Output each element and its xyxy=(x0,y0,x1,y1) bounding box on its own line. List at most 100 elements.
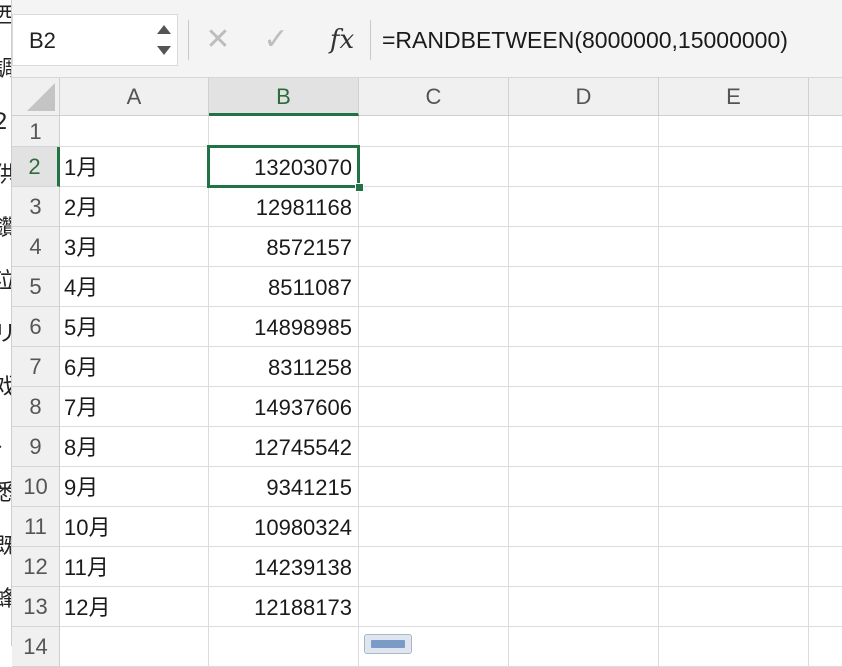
cell-month[interactable]: 3月 xyxy=(60,227,209,267)
cell-empty[interactable] xyxy=(359,116,509,147)
cell-value[interactable]: 8572157 xyxy=(209,227,359,267)
cell-empty[interactable] xyxy=(509,627,659,667)
cell-empty[interactable] xyxy=(659,467,809,507)
cell-empty[interactable] xyxy=(509,227,659,267)
cell-month[interactable]: 9月 xyxy=(60,467,209,507)
cell-empty[interactable] xyxy=(509,467,659,507)
cell-empty[interactable] xyxy=(809,627,842,667)
cell-empty[interactable] xyxy=(659,507,809,547)
cell-empty[interactable] xyxy=(659,427,809,467)
column-header-b[interactable]: B xyxy=(209,78,359,116)
cell-value[interactable] xyxy=(209,627,359,667)
cell-empty[interactable] xyxy=(359,507,509,547)
cell-empty[interactable] xyxy=(659,587,809,627)
cell-empty[interactable] xyxy=(659,187,809,227)
cell-empty[interactable] xyxy=(659,267,809,307)
row-header[interactable]: 11 xyxy=(12,507,60,547)
name-box[interactable]: B2 xyxy=(12,14,178,66)
cell-empty[interactable] xyxy=(809,467,842,507)
cell-empty[interactable] xyxy=(359,227,509,267)
cell-empty[interactable] xyxy=(659,307,809,347)
cell-month[interactable]: 10月 xyxy=(60,507,209,547)
cell-empty[interactable] xyxy=(809,147,842,187)
cell-empty[interactable] xyxy=(509,116,659,147)
row-header[interactable]: 5 xyxy=(12,267,60,307)
cell-month[interactable]: 11月 xyxy=(60,547,209,587)
cell-value[interactable]: 12745542 xyxy=(209,427,359,467)
select-all-button[interactable] xyxy=(12,78,60,116)
cell-value[interactable]: 8311258 xyxy=(209,347,359,387)
column-header-a[interactable]: A xyxy=(60,78,209,116)
cell-empty[interactable] xyxy=(809,507,842,547)
cell-value[interactable]: 14239138 xyxy=(209,547,359,587)
cell-empty[interactable] xyxy=(359,307,509,347)
paste-options-button[interactable] xyxy=(364,634,412,654)
cell-value[interactable]: 8511087 xyxy=(209,267,359,307)
row-header[interactable]: 12 xyxy=(12,547,60,587)
cell-empty[interactable] xyxy=(809,116,842,147)
cell-empty[interactable] xyxy=(359,547,509,587)
cell-value[interactable]: 13203070 xyxy=(209,147,359,187)
cell-empty[interactable] xyxy=(809,347,842,387)
cancel-icon[interactable]: ✕ xyxy=(205,22,231,57)
cell-empty[interactable] xyxy=(359,587,509,627)
enter-icon[interactable]: ✓ xyxy=(263,22,289,57)
chevron-up-icon[interactable] xyxy=(157,25,171,34)
row-header[interactable]: 8 xyxy=(12,387,60,427)
cell-empty[interactable] xyxy=(809,387,842,427)
cell-month[interactable]: 12月 xyxy=(60,587,209,627)
cell-empty[interactable] xyxy=(809,587,842,627)
cell-value[interactable]: 14937606 xyxy=(209,387,359,427)
cell-empty[interactable] xyxy=(809,267,842,307)
cell-empty[interactable] xyxy=(509,427,659,467)
row-header[interactable]: 1 xyxy=(12,116,60,147)
cell-empty[interactable] xyxy=(359,187,509,227)
column-header-e[interactable]: E xyxy=(659,78,809,116)
cell-empty[interactable] xyxy=(509,307,659,347)
cell-empty[interactable] xyxy=(809,547,842,587)
chevron-down-icon[interactable] xyxy=(157,46,171,55)
row-header[interactable]: 13 xyxy=(12,587,60,627)
cell-empty[interactable] xyxy=(359,427,509,467)
cell-month[interactable]: 8月 xyxy=(60,427,209,467)
column-header[interactable] xyxy=(809,78,842,116)
column-header-d[interactable]: D xyxy=(509,78,659,116)
cell-empty[interactable] xyxy=(359,147,509,187)
cell-month[interactable]: 1月 xyxy=(60,147,209,187)
cell-month[interactable]: 4月 xyxy=(60,267,209,307)
cell-empty[interactable] xyxy=(659,547,809,587)
row-header[interactable]: 2 xyxy=(12,147,60,187)
cell-empty[interactable] xyxy=(359,347,509,387)
cell-empty[interactable] xyxy=(659,116,809,147)
row-header[interactable]: 9 xyxy=(12,427,60,467)
cell-empty[interactable] xyxy=(509,147,659,187)
fill-handle[interactable] xyxy=(355,183,364,192)
cell-empty[interactable] xyxy=(509,587,659,627)
cell-empty[interactable] xyxy=(809,187,842,227)
cell-value[interactable] xyxy=(209,116,359,147)
row-header[interactable]: 4 xyxy=(12,227,60,267)
cell-empty[interactable] xyxy=(809,427,842,467)
cell-empty[interactable] xyxy=(509,387,659,427)
row-header[interactable]: 10 xyxy=(12,467,60,507)
cell-month[interactable]: 2月 xyxy=(60,187,209,227)
cell-empty[interactable] xyxy=(659,227,809,267)
cell-value[interactable]: 9341215 xyxy=(209,467,359,507)
cell-month[interactable]: 6月 xyxy=(60,347,209,387)
row-header[interactable]: 3 xyxy=(12,187,60,227)
cell-empty[interactable] xyxy=(659,147,809,187)
cell-value[interactable]: 10980324 xyxy=(209,507,359,547)
cell-value[interactable]: 12188173 xyxy=(209,587,359,627)
cell-empty[interactable] xyxy=(509,187,659,227)
cell-month[interactable]: 5月 xyxy=(60,307,209,347)
cell-empty[interactable] xyxy=(659,627,809,667)
cell-empty[interactable] xyxy=(509,347,659,387)
cell-empty[interactable] xyxy=(809,227,842,267)
insert-function-icon[interactable]: fx xyxy=(329,25,355,55)
cell-value[interactable]: 14898985 xyxy=(209,307,359,347)
cell-empty[interactable] xyxy=(359,387,509,427)
column-header-c[interactable]: C xyxy=(359,78,509,116)
cell-month[interactable] xyxy=(60,116,209,147)
cell-empty[interactable] xyxy=(509,507,659,547)
formula-input[interactable]: =RANDBETWEEN(8000000,15000000) xyxy=(382,27,788,53)
